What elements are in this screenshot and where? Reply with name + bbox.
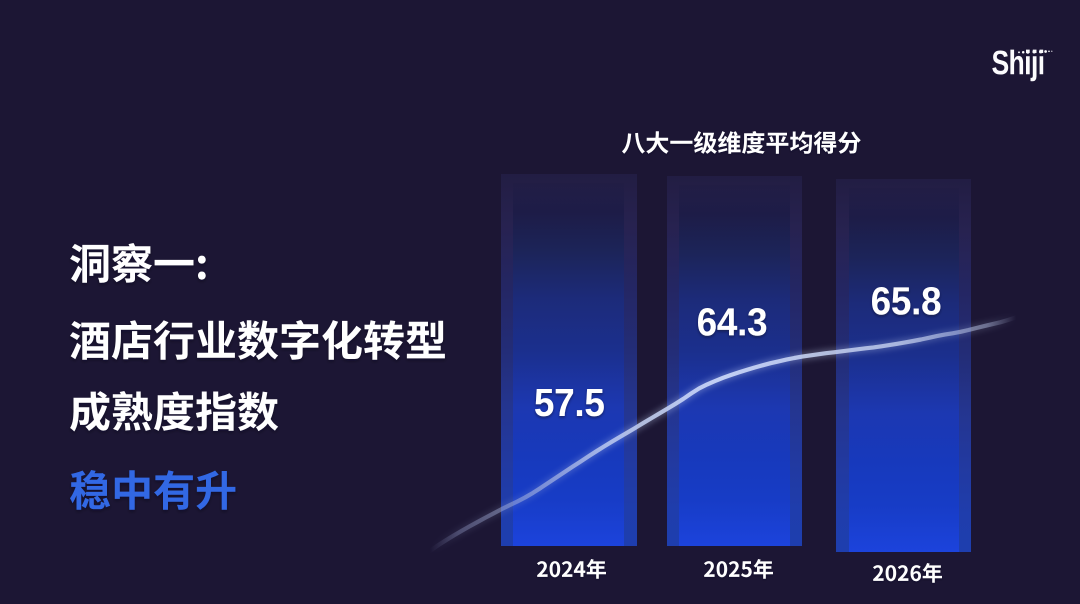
bar-2024 — [500, 174, 637, 546]
bar-value-label-2024 — [534, 389, 604, 417]
x-axis-label-2025 — [703, 558, 773, 579]
headline-line-4-accent — [70, 469, 236, 510]
headline-line-3 — [70, 391, 279, 432]
bar-2026 — [836, 179, 971, 552]
headline-line-1 — [70, 243, 206, 283]
x-axis-label-2026 — [872, 563, 942, 583]
shiji-logo — [992, 49, 1053, 82]
headline-line-2 — [70, 320, 445, 360]
x-axis-label-2024 — [537, 558, 607, 579]
bar-fill — [848, 188, 959, 552]
chart-title — [622, 130, 861, 154]
bar-value-label-2026 — [871, 287, 941, 315]
bar-value-label-2025 — [697, 307, 767, 336]
bar-fill — [513, 183, 624, 546]
